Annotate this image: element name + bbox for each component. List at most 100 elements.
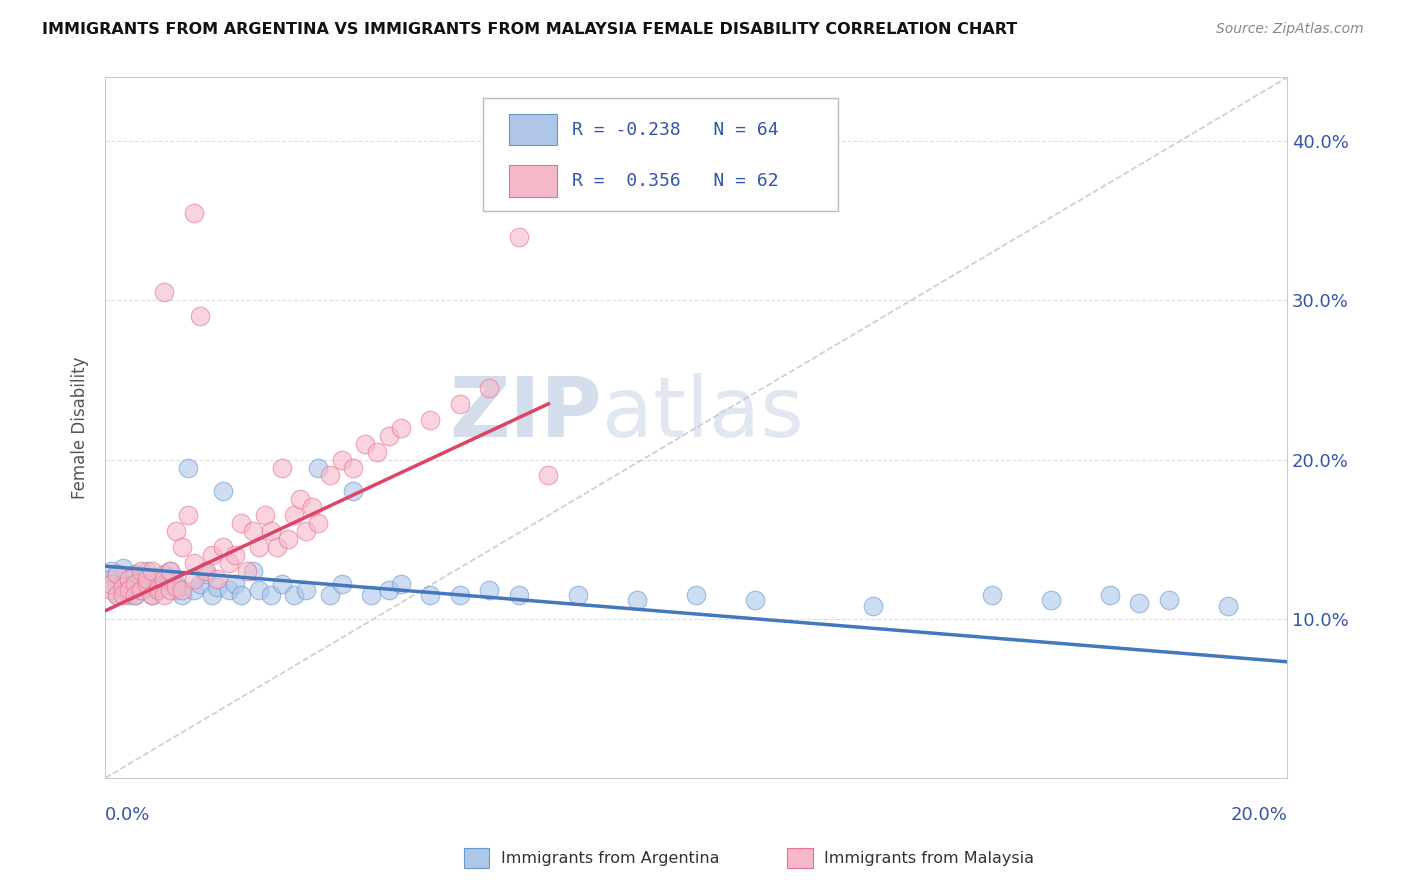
- Point: [100, 576, 122, 591]
- Point: [165, 576, 187, 591]
- Point: [135, 576, 157, 591]
- Text: 20.0%: 20.0%: [1230, 806, 1286, 824]
- Point: [153, 576, 176, 591]
- Text: Immigrants from Argentina: Immigrants from Argentina: [501, 851, 718, 865]
- Point: [478, 381, 501, 395]
- Point: [141, 588, 163, 602]
- Point: [626, 592, 648, 607]
- Point: [188, 576, 211, 591]
- Point: [478, 583, 501, 598]
- Point: [148, 583, 170, 598]
- Point: [148, 580, 170, 594]
- Point: [378, 428, 401, 442]
- Text: R = -0.238   N = 64: R = -0.238 N = 64: [572, 120, 779, 138]
- Point: [100, 583, 122, 598]
- Point: [218, 583, 240, 598]
- Point: [354, 436, 377, 450]
- Point: [449, 588, 471, 602]
- Point: [183, 556, 205, 570]
- Point: [212, 540, 235, 554]
- Point: [118, 588, 141, 602]
- Point: [153, 567, 176, 582]
- Point: [111, 583, 134, 598]
- Point: [165, 580, 187, 594]
- Point: [980, 588, 1002, 602]
- Point: [260, 588, 283, 602]
- Point: [135, 564, 157, 578]
- Point: [105, 588, 128, 602]
- Point: [389, 576, 412, 591]
- Point: [124, 567, 146, 582]
- Point: [319, 468, 342, 483]
- Point: [508, 588, 530, 602]
- Point: [141, 588, 163, 602]
- Point: [153, 285, 176, 300]
- Point: [247, 583, 270, 598]
- Point: [283, 508, 305, 523]
- Point: [330, 576, 353, 591]
- Point: [301, 500, 323, 515]
- Point: [153, 588, 176, 602]
- Point: [111, 576, 134, 591]
- FancyBboxPatch shape: [484, 98, 838, 211]
- Point: [229, 516, 252, 531]
- Point: [194, 564, 217, 578]
- Point: [366, 444, 388, 458]
- Point: [124, 576, 146, 591]
- Text: IMMIGRANTS FROM ARGENTINA VS IMMIGRANTS FROM MALAYSIA FEMALE DISABILITY CORRELAT: IMMIGRANTS FROM ARGENTINA VS IMMIGRANTS …: [42, 22, 1018, 37]
- Point: [105, 588, 128, 602]
- Point: [449, 397, 471, 411]
- Text: Immigrants from Malaysia: Immigrants from Malaysia: [824, 851, 1033, 865]
- Point: [118, 572, 141, 586]
- Point: [295, 524, 318, 539]
- Point: [118, 580, 141, 594]
- Point: [247, 540, 270, 554]
- Point: [177, 460, 200, 475]
- Point: [159, 583, 181, 598]
- Point: [389, 421, 412, 435]
- Bar: [509, 165, 557, 196]
- Point: [242, 564, 264, 578]
- Point: [342, 484, 364, 499]
- Point: [290, 492, 312, 507]
- Point: [212, 484, 235, 499]
- Point: [207, 580, 229, 594]
- Point: [165, 524, 187, 539]
- Point: [111, 588, 134, 602]
- Point: [277, 532, 299, 546]
- Point: [100, 564, 122, 578]
- Point: [200, 548, 222, 562]
- Point: [218, 556, 240, 570]
- Point: [419, 588, 441, 602]
- Point: [260, 524, 283, 539]
- Point: [224, 548, 246, 562]
- Point: [319, 588, 342, 602]
- Point: [141, 572, 163, 586]
- Point: [194, 567, 217, 582]
- Point: [685, 588, 707, 602]
- Point: [567, 588, 589, 602]
- Point: [253, 508, 276, 523]
- Point: [153, 572, 176, 586]
- Text: 0.0%: 0.0%: [105, 806, 150, 824]
- Point: [330, 452, 353, 467]
- Point: [1039, 592, 1062, 607]
- Point: [183, 206, 205, 220]
- Point: [1216, 599, 1239, 613]
- Point: [1098, 588, 1121, 602]
- Point: [141, 564, 163, 578]
- Point: [378, 583, 401, 598]
- Point: [105, 567, 128, 582]
- Point: [100, 572, 122, 586]
- Point: [170, 588, 193, 602]
- Point: [342, 460, 364, 475]
- Point: [118, 583, 141, 598]
- Point: [129, 583, 152, 598]
- Point: [295, 583, 318, 598]
- Point: [271, 576, 294, 591]
- Point: [1128, 596, 1150, 610]
- Point: [207, 572, 229, 586]
- Point: [183, 572, 205, 586]
- Point: [124, 576, 146, 591]
- Point: [135, 572, 157, 586]
